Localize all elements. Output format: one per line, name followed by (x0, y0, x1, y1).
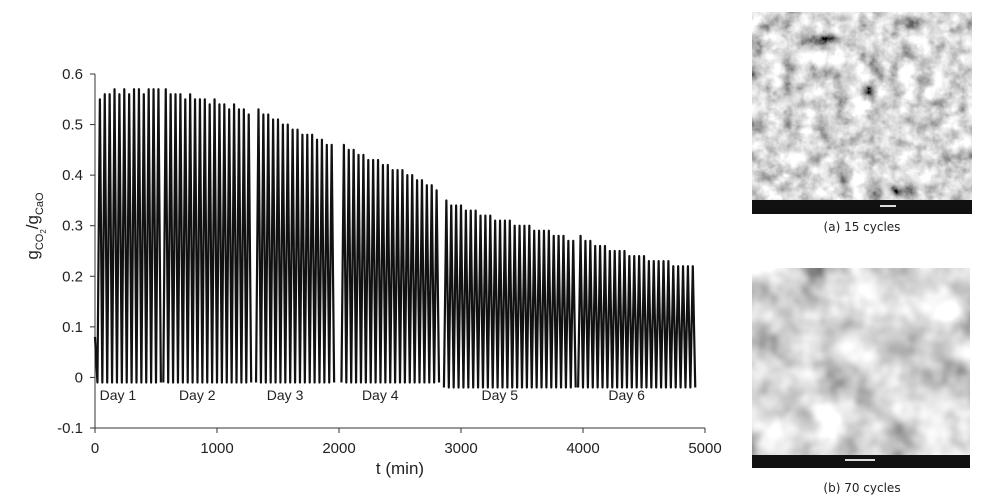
sem-image-a (752, 12, 972, 214)
y-label-part: CO (34, 233, 46, 250)
y-tick-label: 0.3 (62, 218, 83, 235)
sem-texture (752, 268, 970, 468)
x-tick-label: 2000 (322, 440, 355, 457)
x-tick-label: 5000 (688, 440, 721, 457)
day-label: Day 3 (267, 387, 304, 403)
day-label: Day 4 (362, 387, 399, 403)
sem-texture (752, 12, 972, 214)
scale-bar (845, 459, 875, 461)
y-tick-label: 0.2 (62, 268, 83, 285)
y-label-part: CaO (34, 192, 46, 215)
y-tick-label: 0 (75, 369, 83, 386)
scale-strip (752, 455, 970, 468)
data-line (254, 108, 336, 384)
y-tick-label: 0.6 (62, 66, 83, 83)
day-label: Day 1 (100, 387, 137, 403)
x-tick-label: 0 (91, 440, 99, 457)
data-line (93, 88, 162, 384)
scale-strip (752, 200, 972, 214)
image-caption: (b) 70 cycles (823, 481, 900, 495)
x-axis-label: t (min) (376, 459, 424, 478)
day-label: Day 6 (608, 387, 645, 403)
image-caption: (a) 15 cycles (824, 220, 901, 234)
data-line (340, 143, 441, 384)
y-tick-label: 0.4 (62, 167, 83, 184)
y-label-part: g (23, 250, 42, 259)
x-tick-label: 1000 (200, 440, 233, 457)
scale-bar (880, 205, 896, 207)
y-tick-label: -0.1 (57, 420, 83, 437)
data-line (577, 234, 697, 389)
x-tick-label: 3000 (444, 440, 477, 457)
y-label-part: /g (23, 215, 42, 229)
y-tick-label: 0.1 (62, 319, 83, 336)
x-tick-label: 4000 (566, 440, 599, 457)
y-axis-label: gCO2/gCaO (23, 192, 48, 260)
plot: -0.1 0 0.1 0.2 0.3 0.4 0.5 0.6 0 1000 2000 3000 4000… (57, 66, 722, 457)
y-tick-label: 0.5 (62, 117, 83, 134)
data-line (162, 88, 253, 384)
y-label-part: 2 (39, 229, 48, 234)
day-label: Day 2 (179, 387, 216, 403)
sem-image-b (752, 268, 970, 468)
data-line (442, 199, 577, 389)
day-label: Day 5 (482, 387, 519, 403)
